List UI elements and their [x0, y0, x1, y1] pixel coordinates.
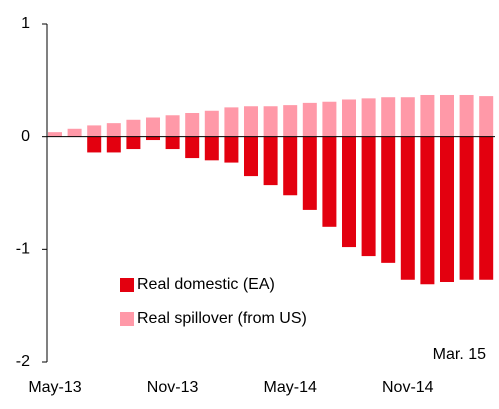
y-tick-label: 0: [21, 128, 30, 145]
bar: [126, 136, 141, 150]
bar: [244, 136, 258, 177]
bar: [361, 98, 376, 137]
bar: [165, 115, 180, 137]
bar: [146, 117, 160, 137]
bar: [322, 136, 337, 227]
y-tick-label: 1: [21, 15, 30, 32]
bar: [342, 99, 356, 137]
bar: [263, 136, 278, 186]
y-tick-label: -2: [16, 353, 30, 370]
bar: [459, 94, 474, 137]
bar: [106, 123, 121, 137]
bar: [361, 136, 376, 257]
bar: [381, 97, 396, 137]
x-tick-label: Nov-13: [147, 379, 199, 396]
bar: [87, 125, 102, 137]
bar: [165, 136, 180, 150]
bar: [204, 110, 219, 137]
bar: [459, 136, 474, 280]
legend-label: Real spillover (from US): [137, 310, 307, 327]
bar: [146, 136, 160, 141]
bar: [204, 136, 219, 161]
legend-swatch: [120, 278, 134, 292]
bar: [479, 96, 494, 137]
bar: [302, 102, 317, 137]
bar: [342, 136, 356, 248]
bar: [322, 101, 337, 137]
bar: [381, 136, 396, 263]
bar: [126, 119, 141, 137]
bar: [440, 136, 454, 283]
bar: [400, 136, 415, 280]
bar: [87, 136, 102, 153]
x-tick-label: May-13: [28, 379, 81, 396]
bar: [479, 136, 494, 280]
bar: [185, 113, 200, 137]
bar: [263, 106, 278, 137]
bar: [224, 107, 239, 137]
bar: [185, 136, 200, 159]
bar: [48, 132, 62, 137]
bar: [224, 136, 239, 163]
bar: [106, 136, 121, 153]
bar: [400, 97, 415, 137]
bar: [244, 106, 258, 137]
bar: [67, 128, 82, 137]
annotation: Mar. 15: [433, 346, 486, 363]
bar: [283, 105, 298, 137]
legend-swatch: [120, 312, 134, 326]
bar: [420, 136, 435, 285]
legend-label: Real domestic (EA): [137, 276, 275, 293]
y-tick-label: -1: [16, 241, 30, 258]
bar: [440, 94, 454, 137]
bar: [302, 136, 317, 210]
x-tick-label: May-14: [264, 379, 317, 396]
bar: [283, 136, 298, 196]
bar: [420, 94, 435, 137]
x-tick-label: Nov-14: [382, 379, 434, 396]
